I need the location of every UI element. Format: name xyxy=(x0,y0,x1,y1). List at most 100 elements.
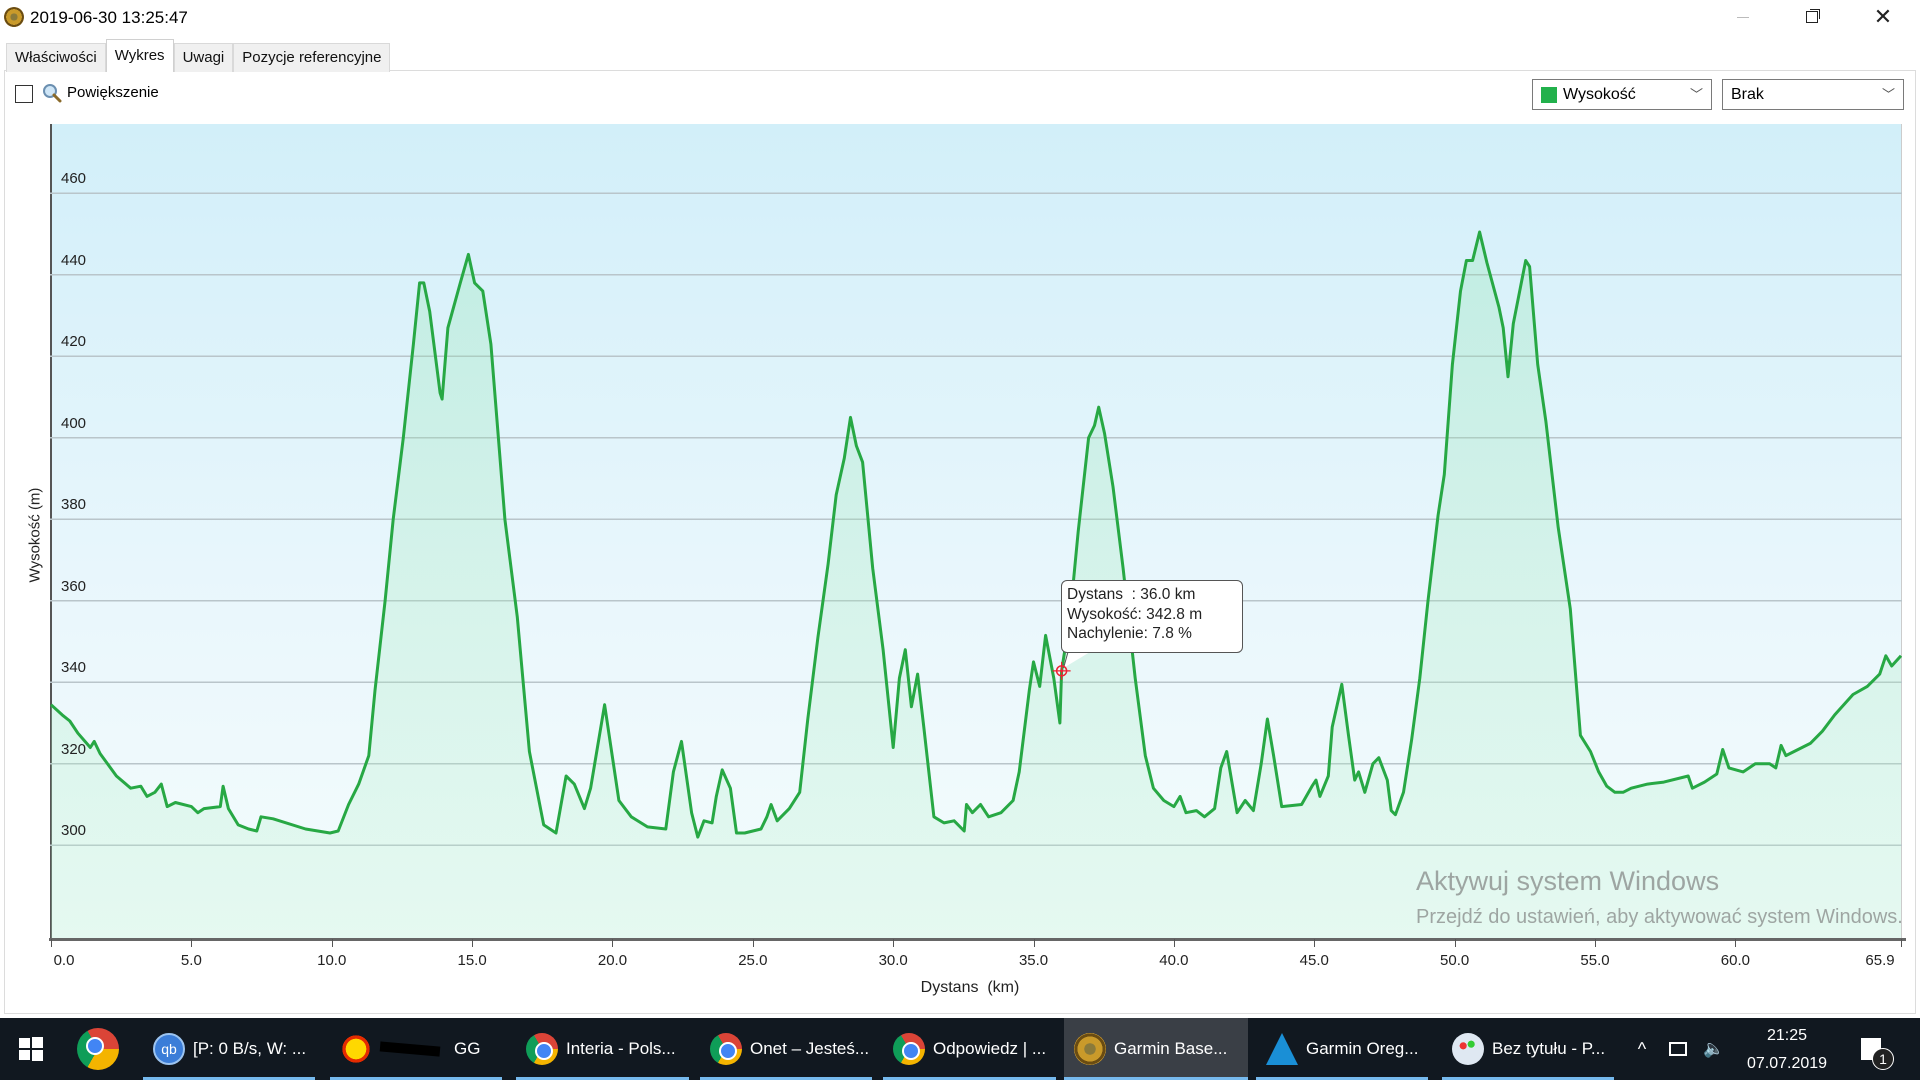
taskbar-item-garmin-basecamp[interactable]: Garmin Base... xyxy=(1064,1018,1248,1080)
taskbar-clock[interactable]: 21:25 07.07.2019 xyxy=(1742,1022,1832,1078)
clock-time: 21:25 xyxy=(1766,1027,1808,1044)
tab-chart[interactable]: Wykres xyxy=(105,39,174,72)
windows-logo-icon xyxy=(19,1037,43,1061)
close-button[interactable]: ✕ xyxy=(1860,0,1906,34)
x-tick xyxy=(1595,939,1596,947)
x-tick-label: 5.0 xyxy=(180,952,202,969)
taskbar-item-garmin-oregon[interactable]: Garmin Oreg... xyxy=(1256,1018,1428,1080)
x-tick-label: 45.0 xyxy=(1299,952,1329,969)
x-tick xyxy=(1454,939,1456,947)
y-tick-label: 320 xyxy=(61,740,87,758)
scribble-redaction xyxy=(379,1041,441,1057)
y-tick-label: 400 xyxy=(61,414,87,432)
notification-badge: 1 xyxy=(1872,1048,1894,1070)
tab-reference-points[interactable]: Pozycje referencyjne xyxy=(233,43,391,72)
y-tick-label: 300 xyxy=(61,822,87,840)
x-tick xyxy=(612,939,614,947)
x-tick-label: 60.0 xyxy=(1720,952,1750,969)
x-tick-label: 55.0 xyxy=(1580,952,1610,969)
minimize-button[interactable] xyxy=(1720,0,1766,34)
taskbar-item-label: Odpowiedz | ... xyxy=(933,1039,1047,1058)
minimize-icon xyxy=(1737,16,1749,18)
gg-sun-icon xyxy=(340,1033,372,1065)
show-hidden-icons-button[interactable]: ^ xyxy=(1630,1018,1654,1080)
y-tick-label: 360 xyxy=(61,577,87,595)
zoom-label: Powiększenie xyxy=(67,84,159,101)
x-tick xyxy=(1033,939,1035,947)
tooltip-elevation: Wysokość: 342.8 m xyxy=(1067,605,1203,623)
taskbar-item-label: Onet – Jesteś... xyxy=(750,1039,870,1058)
x-tick xyxy=(1314,939,1316,947)
network-button[interactable] xyxy=(1664,1018,1692,1080)
taskbar-item-gg[interactable]: GG xyxy=(330,1018,502,1080)
x-tick xyxy=(1735,939,1737,947)
data-tooltip: Dystans : 36.0 km Wysokość: 342.8 m Nach… xyxy=(1061,580,1243,653)
taskbar-item-label: Interia - Pols... xyxy=(566,1039,676,1058)
tab-properties[interactable]: Właściwości xyxy=(6,43,106,72)
taskbar-item-qbittorrent[interactable]: qb [P: 0 B/s, W: ... xyxy=(143,1018,315,1080)
taskbar-item-odpowiedz[interactable]: Odpowiedz | ... xyxy=(883,1018,1056,1080)
y-tick-label: 460 xyxy=(61,170,87,188)
activation-watermark-title: Aktywuj system Windows xyxy=(1416,866,1720,896)
x-tick-label: 40.0 xyxy=(1159,952,1189,969)
restore-button[interactable] xyxy=(1789,0,1835,34)
magnifier-icon xyxy=(43,84,62,103)
x-tick-label: 20.0 xyxy=(597,952,628,969)
chrome-icon xyxy=(77,1028,119,1070)
series-select-value: Wysokość xyxy=(1563,86,1636,103)
taskbar-item-label: [P: 0 B/s, W: ... xyxy=(193,1039,307,1058)
volume-icon: 🔈 xyxy=(1703,1039,1725,1058)
action-center-button[interactable]: 1 xyxy=(1850,1018,1894,1080)
secondary-select-value: Brak xyxy=(1731,86,1764,103)
x-tick xyxy=(331,939,333,947)
x-tick-label: 25.0 xyxy=(738,952,768,969)
start-button[interactable] xyxy=(0,1018,62,1080)
zoom-checkbox[interactable] xyxy=(15,85,33,103)
tooltip-grade: Nachylenie: 7.8 % xyxy=(1067,625,1192,642)
x-tick xyxy=(752,939,754,947)
x-tick-label: 35.0 xyxy=(1018,952,1049,969)
x-tick-label: 30.0 xyxy=(878,952,908,969)
secondary-series-select[interactable]: Brak ﹀ xyxy=(1722,79,1904,110)
taskbar-item-onet[interactable]: Onet – Jesteś... xyxy=(700,1018,872,1080)
chrome-icon xyxy=(710,1033,742,1065)
window-title: 2019-06-30 13:25:47 xyxy=(30,8,188,27)
taskbar-item-paint[interactable]: Bez tytułu - P... xyxy=(1442,1018,1614,1080)
tooltip-distance: Dystans : 36.0 km xyxy=(1067,586,1196,603)
taskbar-pinned-chrome[interactable] xyxy=(66,1018,130,1080)
y-axis-title: Wysokość (m) xyxy=(26,487,44,583)
restore-icon xyxy=(1806,11,1818,23)
taskbar: qb [P: 0 B/s, W: ... GG Interia - Pols..… xyxy=(0,1018,1920,1080)
elevation-line xyxy=(49,230,1903,839)
qbittorrent-icon: qb xyxy=(153,1033,185,1065)
chevron-up-icon: ^ xyxy=(1637,1038,1647,1059)
x-tick xyxy=(51,939,52,947)
x-tick xyxy=(1901,939,1902,947)
garmin-basecamp-icon xyxy=(1074,1033,1106,1065)
y-tick-label: 340 xyxy=(61,659,87,677)
garmin-triangle-icon xyxy=(1266,1033,1298,1065)
chrome-icon xyxy=(526,1033,558,1065)
x-tick xyxy=(472,939,474,947)
elevation-area-fill xyxy=(51,232,1901,939)
taskbar-item-interia[interactable]: Interia - Pols... xyxy=(516,1018,689,1080)
x-tick-label: 10.0 xyxy=(317,952,347,969)
garmin-app-icon xyxy=(4,7,24,27)
series-color-swatch xyxy=(1541,87,1557,103)
chrome-icon xyxy=(893,1033,925,1065)
x-tick-label: 50.0 xyxy=(1440,952,1470,969)
series-select[interactable]: Wysokość ﹀ xyxy=(1532,79,1712,110)
activation-watermark-subtitle: Przejdź do ustawień, aby aktywować syste… xyxy=(1416,906,1903,928)
taskbar-item-label: GG xyxy=(454,1039,481,1058)
close-icon: ✕ xyxy=(1873,4,1893,29)
x-tick xyxy=(191,939,193,947)
elevation-chart xyxy=(49,192,1903,939)
x-tick-label: 15.0 xyxy=(457,952,487,969)
clock-date: 07.07.2019 xyxy=(1746,1055,1828,1072)
tab-notes[interactable]: Uwagi xyxy=(173,43,234,72)
paint-icon xyxy=(1452,1033,1484,1065)
y-tick-label: 380 xyxy=(61,496,87,514)
x-axis-line xyxy=(49,938,1906,941)
volume-button[interactable]: 🔈 xyxy=(1700,1018,1728,1080)
x-tick-label: 0.0 xyxy=(53,952,75,969)
